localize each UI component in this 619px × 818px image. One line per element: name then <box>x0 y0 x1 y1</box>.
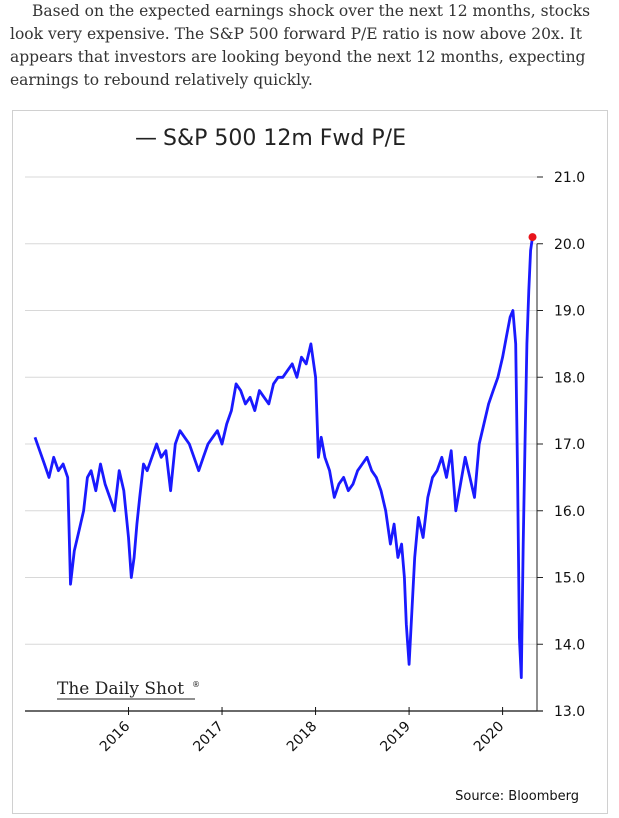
chart-title-group: — S&P 500 12m Fwd P/E <box>135 126 406 151</box>
x-axis <box>25 243 543 712</box>
brand-registered-mark: ® <box>192 680 200 689</box>
intro-paragraph: Based on the expected earnings shock ove… <box>10 2 591 89</box>
y-tick-label: 18.0 <box>554 370 585 386</box>
y-tick-label: 21.0 <box>554 170 585 186</box>
legend-line-marker: — <box>135 126 157 151</box>
chart-title: S&P 500 12m Fwd P/E <box>163 126 406 151</box>
x-tick-label: 2018 <box>284 719 321 756</box>
series-line-sp500-fwd-pe <box>33 236 534 679</box>
y-tick-label: 20.0 <box>554 237 585 253</box>
source-note: Source: Bloomberg <box>455 789 579 804</box>
y-tick-label: 16.0 <box>554 504 585 520</box>
x-tick-label: 2016 <box>97 718 134 755</box>
chart-frame: 13.0 14.0 15.0 16.0 17.0 18.0 19.0 20.0 21.0 201… <box>12 110 608 814</box>
x-tick-label: 2017 <box>190 719 227 756</box>
line-chart: 13.0 14.0 15.0 16.0 17.0 18.0 19.0 20.0 21.0 201… <box>25 126 585 804</box>
y-tick-label: 17.0 <box>554 437 585 453</box>
y-tick-label: 15.0 <box>554 571 585 587</box>
grid-lines <box>25 176 537 645</box>
y-tick-label: 19.0 <box>554 304 585 320</box>
x-tick-label: 2019 <box>377 719 414 756</box>
brand-name: The Daily Shot <box>57 679 184 699</box>
x-axis-ticks: 2016 2017 2018 2019 2020 <box>97 707 508 756</box>
y-tick-label: 13.0 <box>554 704 585 720</box>
last-value-marker <box>528 233 537 242</box>
brand-logo: The Daily Shot ® <box>57 679 200 700</box>
x-tick-label: 2020 <box>471 719 508 756</box>
y-tick-label: 14.0 <box>554 637 585 653</box>
y-axis-ticks: 13.0 14.0 15.0 16.0 17.0 18.0 19.0 20.0 21.0 <box>537 170 585 720</box>
